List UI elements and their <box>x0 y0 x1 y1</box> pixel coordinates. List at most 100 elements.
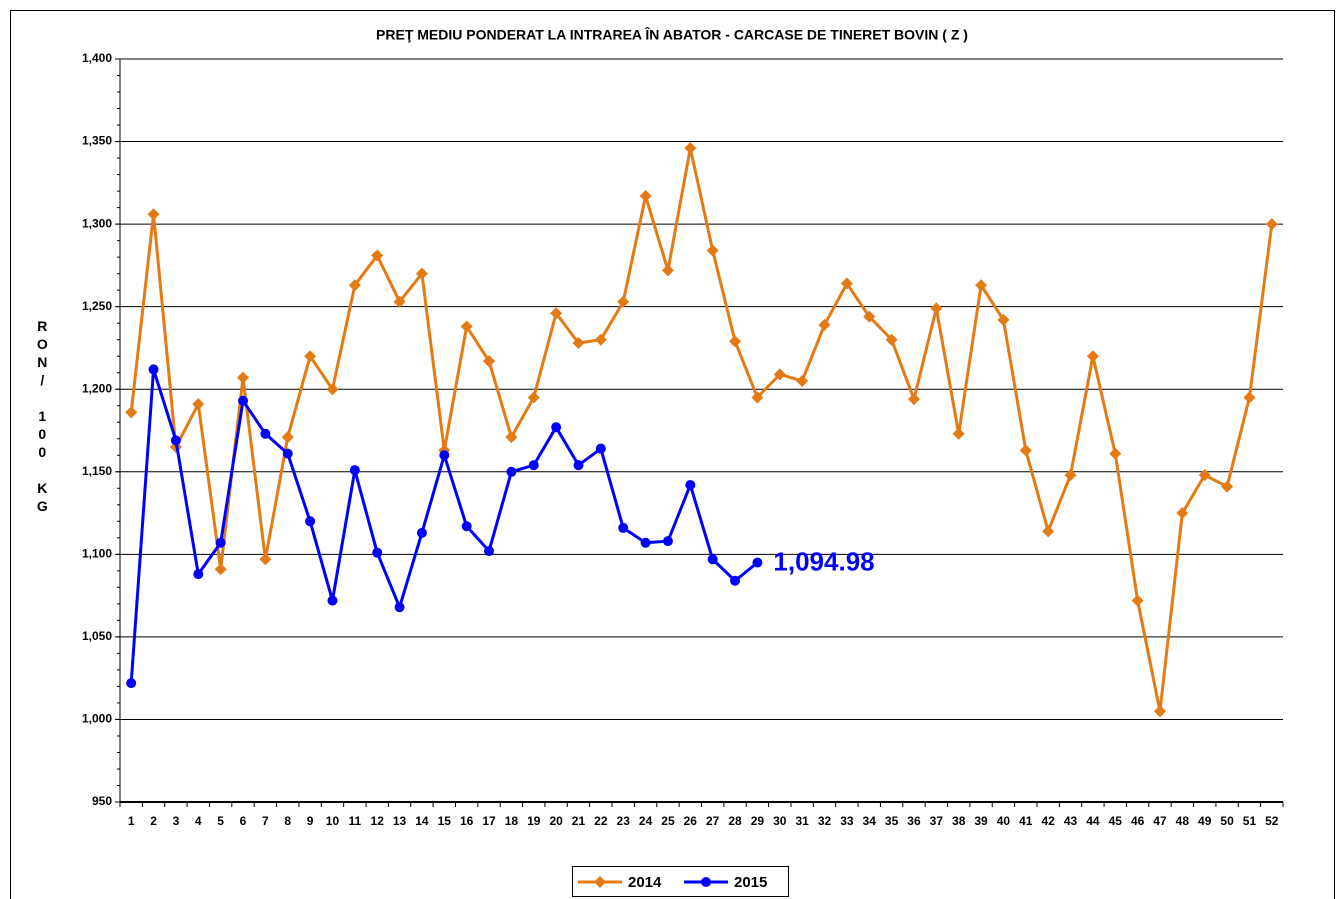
x-tick-label: 18 <box>505 814 519 828</box>
x-tick-label: 1 <box>128 814 135 828</box>
x-tick-label: 46 <box>1131 814 1145 828</box>
legend-label: 2015 <box>734 874 767 891</box>
data-point <box>1086 350 1099 363</box>
y-axis-label: RON/ 100 KG <box>34 318 50 516</box>
data-point <box>192 398 205 411</box>
x-tick-label: 42 <box>1041 814 1055 828</box>
legend-marker <box>701 877 711 887</box>
data-point <box>415 267 428 280</box>
data-point <box>930 302 943 315</box>
y-tick-label: 1,050 <box>82 629 112 643</box>
x-tick-label: 6 <box>240 814 247 828</box>
x-tick-label: 20 <box>549 814 563 828</box>
data-point <box>1176 507 1189 520</box>
data-point <box>907 393 920 406</box>
data-point <box>439 450 450 461</box>
x-tick-label: 24 <box>639 814 653 828</box>
x-tick-label: 48 <box>1176 814 1190 828</box>
data-point <box>528 460 539 471</box>
chart-title: PREŢ MEDIU PONDERAT LA INTRAREA ÎN ABATO… <box>376 26 968 43</box>
data-point <box>1198 469 1211 482</box>
y-tick-label: 1,400 <box>82 51 112 65</box>
data-point <box>305 516 316 527</box>
data-point <box>751 391 764 404</box>
data-point <box>349 465 360 476</box>
data-point <box>572 336 585 349</box>
data-point <box>684 142 697 155</box>
data-point <box>594 333 607 346</box>
y-tick-label: 950 <box>92 794 112 808</box>
x-tick-label: 16 <box>460 814 474 828</box>
data-point <box>326 383 339 396</box>
data-point <box>148 364 159 375</box>
x-tick-label: 41 <box>1019 814 1033 828</box>
x-tick-label: 38 <box>952 814 966 828</box>
data-point <box>484 546 495 557</box>
data-point <box>840 277 853 290</box>
data-point <box>1243 391 1256 404</box>
x-tick-label: 13 <box>393 814 407 828</box>
y-tick-label: 1,300 <box>82 216 112 230</box>
data-point <box>238 395 249 406</box>
y-tick-label: 1,100 <box>82 547 112 561</box>
data-point <box>237 371 250 384</box>
x-tick-label: 45 <box>1109 814 1123 828</box>
data-point <box>1064 469 1077 482</box>
x-tick-label: 4 <box>195 814 202 828</box>
legend-marker <box>594 876 606 888</box>
x-tick-label: 25 <box>661 814 675 828</box>
data-point <box>796 374 809 387</box>
data-point <box>707 554 718 565</box>
data-point <box>550 307 563 320</box>
x-tick-label: 3 <box>173 814 180 828</box>
data-point <box>885 333 898 346</box>
data-point <box>685 479 696 490</box>
data-point <box>1042 525 1055 538</box>
y-tick-label: 1,000 <box>82 712 112 726</box>
data-point <box>661 264 674 277</box>
x-tick-label: 9 <box>307 814 314 828</box>
data-point <box>193 569 204 580</box>
data-point <box>1153 705 1166 718</box>
data-point <box>215 537 226 548</box>
data-point <box>260 428 271 439</box>
data-point <box>126 678 137 689</box>
x-tick-label: 21 <box>572 814 586 828</box>
x-tick-label: 22 <box>594 814 608 828</box>
x-tick-label: 15 <box>438 814 452 828</box>
data-point <box>706 244 719 257</box>
data-point <box>1131 594 1144 607</box>
x-tick-label: 32 <box>818 814 832 828</box>
chart-frame <box>10 10 1335 899</box>
x-tick-label: 12 <box>371 814 385 828</box>
x-tick-label: 29 <box>751 814 765 828</box>
x-tick-label: 27 <box>706 814 720 828</box>
y-tick-label: 1,150 <box>82 464 112 478</box>
x-tick-label: 44 <box>1086 814 1100 828</box>
data-point <box>506 466 517 477</box>
x-tick-label: 37 <box>930 814 944 828</box>
data-point <box>773 368 786 381</box>
x-tick-label: 19 <box>527 814 541 828</box>
y-tick-label: 1,250 <box>82 299 112 313</box>
data-point <box>348 279 361 292</box>
data-point <box>170 435 181 446</box>
data-point <box>371 249 384 262</box>
data-point <box>304 350 317 363</box>
y-tick-label: 1,350 <box>82 134 112 148</box>
data-point <box>752 557 763 568</box>
data-point <box>214 563 227 576</box>
y-tick-label: 1,200 <box>82 381 112 395</box>
data-point <box>863 310 876 323</box>
x-tick-label: 31 <box>795 814 809 828</box>
x-tick-label: 17 <box>482 814 496 828</box>
data-point <box>505 431 518 444</box>
data-point <box>125 406 138 419</box>
data-point <box>818 318 831 331</box>
x-tick-label: 50 <box>1220 814 1234 828</box>
x-tick-label: 51 <box>1243 814 1257 828</box>
x-tick-label: 47 <box>1153 814 1167 828</box>
data-point <box>1265 218 1278 231</box>
